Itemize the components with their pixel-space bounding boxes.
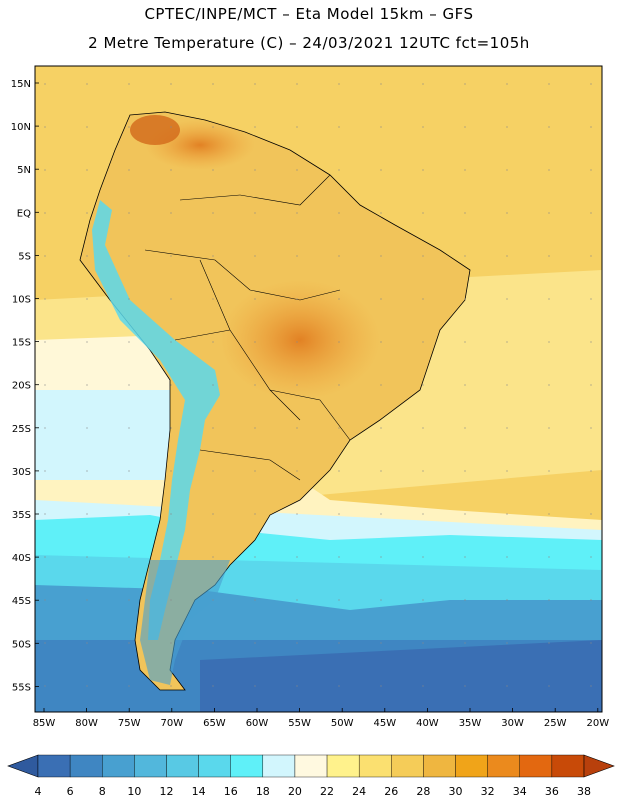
colorbar-label: 18 [256,785,270,798]
colorbar-bin [519,754,553,778]
colorbar-label: 30 [449,785,463,798]
colorbar-bin [37,754,71,778]
map-frame [34,65,603,713]
colorbar-label: 10 [127,785,141,798]
colorbar-label: 8 [99,785,106,798]
colorbar-label: 20 [288,785,302,798]
colorbar-label: 14 [192,785,206,798]
latitude-axis: 15N 10N 5N EQ 5S 10S 15S 20S 25S 30S 35S 40S 45S 50S 5… [11,79,39,693]
lat-tick-label: 50S [12,639,31,650]
lon-tick-label: 75W [118,718,141,729]
lat-tick-label: EQ [17,208,31,219]
title-line-2: 2 Metre Temperature (C) – 24/03/2021 12U… [88,34,530,52]
lat-tick-label: 15S [12,338,31,349]
colorbar-label: 6 [67,785,74,798]
lon-tick-label: 50W [331,718,354,729]
lat-tick-label: 10S [12,295,31,306]
colorbar-bin [69,754,103,778]
lon-tick-label: 45W [373,718,396,729]
colorbar-label: 34 [513,785,527,798]
lon-tick-label: 40W [416,718,439,729]
colorbar-low-arrow [7,754,39,778]
colorbar-label: 28 [416,785,430,798]
colorbar-high-arrow [583,754,615,778]
lon-tick-label: 35W [459,718,482,729]
colorbar-bin [423,754,456,778]
longitude-axis: 85W 80W 75W 70W 65W 60W 55W 50W 45W 40W 35W 30W 25W 2… [33,708,609,729]
lat-tick-label: 5S [18,251,31,262]
lat-tick-label: 35S [12,510,31,521]
colorbar-label: 26 [384,785,398,798]
colorbar-bin [391,754,424,778]
colorbar-label: 32 [481,785,495,798]
lat-tick-label: 30S [12,467,31,478]
colorbar-bin [487,754,520,778]
temperature-colorbar: 4 6 8 10 12 14 16 18 20 22 24 26 28 30 32 34 36 38 [7,754,615,798]
colorbar-label: 38 [577,785,591,798]
colorbar-label: 4 [35,785,42,798]
lon-tick-label: 85W [33,718,56,729]
lon-tick-label: 25W [544,718,567,729]
lat-tick-label: 5N [17,165,31,176]
colorbar-bin [198,754,231,778]
lon-tick-label: 55W [288,718,311,729]
colorbar-bin [262,754,296,778]
title-line-1: CPTEC/INPE/MCT – Eta Model 15km – GFS [144,5,474,23]
colorbar-label: 16 [224,785,238,798]
lon-tick-label: 20W [586,718,609,729]
lon-tick-label: 60W [246,718,269,729]
colorbar-bin [166,754,199,778]
colorbar-label: 24 [352,785,366,798]
lat-tick-label: 45S [12,596,31,607]
lat-tick-label: 10N [11,122,31,133]
colorbar-label: 12 [159,785,173,798]
colorbar-bin [455,754,488,778]
colorbar-label: 22 [320,785,334,798]
lon-tick-label: 80W [75,718,98,729]
colorbar-bin [294,754,328,778]
lat-tick-label: 55S [12,682,31,693]
colorbar-label: 36 [545,785,559,798]
lat-tick-label: 15N [11,79,31,90]
colorbar-bin [102,754,135,778]
lat-tick-label: 25S [12,424,31,435]
lon-tick-label: 30W [501,718,524,729]
lon-tick-label: 65W [203,718,226,729]
colorbar-bin [326,754,360,778]
lat-tick-label: 40S [12,553,31,564]
colorbar-bin [551,754,585,778]
lon-tick-label: 70W [160,718,183,729]
lat-tick-label: 20S [12,381,31,392]
colorbar-bin [134,754,167,778]
temperature-field [35,66,602,712]
colorbar-bin [230,754,264,778]
colorbar-bin [358,754,392,778]
